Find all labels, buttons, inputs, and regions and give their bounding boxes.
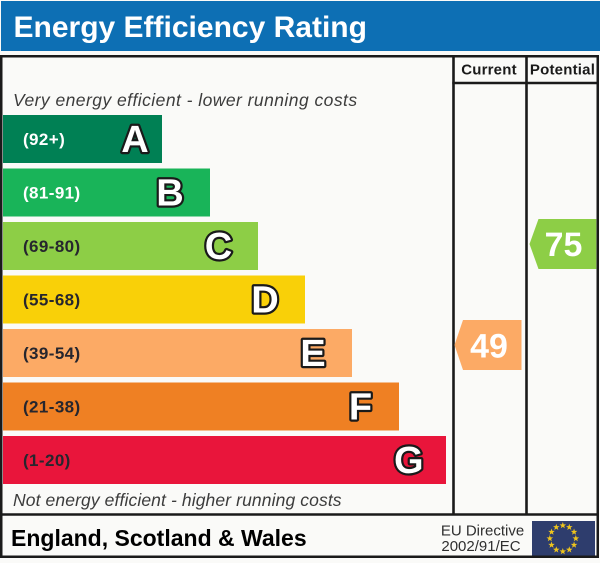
svg-text:(92+): (92+) (23, 130, 65, 149)
svg-text:Energy Efficiency Rating: Energy Efficiency Rating (14, 11, 367, 44)
svg-text:(81-91): (81-91) (23, 184, 81, 203)
svg-text:England, Scotland & Wales: England, Scotland & Wales (11, 525, 307, 551)
svg-text:Very energy efficient - lower: Very energy efficient - lower running co… (13, 90, 358, 110)
svg-text:(55-68): (55-68) (23, 291, 81, 310)
svg-text:(21-38): (21-38) (23, 398, 81, 417)
svg-text:(69-80): (69-80) (23, 237, 81, 256)
svg-text:EU Directive: EU Directive (441, 523, 524, 540)
svg-text:Potential: Potential (530, 62, 595, 79)
svg-text:2002/91/EC: 2002/91/EC (441, 538, 520, 555)
svg-text:Not energy efficient - higher: Not energy efficient - higher running co… (13, 490, 342, 510)
svg-text:(1-20): (1-20) (23, 451, 71, 470)
svg-text:Current: Current (461, 62, 517, 79)
svg-text:(39-54): (39-54) (23, 344, 81, 363)
